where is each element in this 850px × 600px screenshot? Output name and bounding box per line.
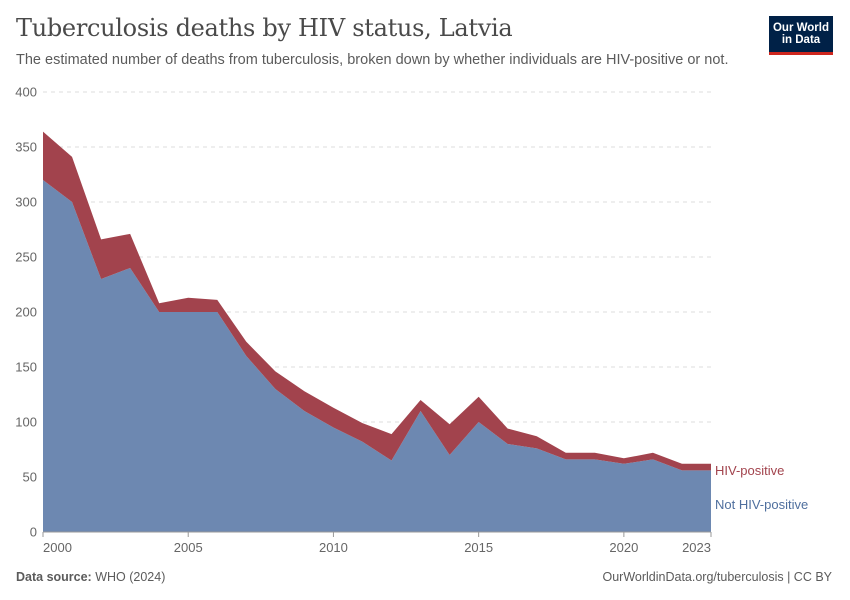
footer-link[interactable]: OurWorldinData.org/tuberculosis | CC BY [602,570,833,584]
y-tick-label: 250 [15,250,37,265]
data-source-value: WHO (2024) [95,570,166,584]
data-source: Data source: WHO (2024) [16,570,165,584]
logo-line-1: Our World [772,21,829,34]
area-series [43,131,711,532]
chart-subtitle: The estimated number of deaths from tube… [16,52,729,68]
chart-title: Tuberculosis deaths by HIV status, Latvi… [16,14,513,42]
data-source-label: Data source: [16,570,92,584]
y-tick-label: 150 [15,360,37,375]
y-axis-ticks: 0 50 100 150 200 250 300 350 400 [15,85,37,540]
y-tick-label: 400 [15,85,37,100]
y-tick-label: 300 [15,195,37,210]
y-tick-label: 350 [15,140,37,155]
area-hiv-positive[interactable] [43,131,711,471]
x-tick-label: 2015 [464,540,493,555]
stacked-area-chart: 0 50 100 150 200 250 300 350 400 2000 2005 2010 201… [15,85,808,556]
logo-line-2: in Data [781,34,821,46]
x-tick-label: 2023 [682,540,711,555]
owid-logo[interactable]: Our World in Data [769,16,833,55]
y-tick-label: 200 [15,305,37,320]
series-labels: HIV-positive Not HIV-positive [715,463,808,512]
y-tick-label: 100 [15,415,37,430]
y-tick-label: 0 [30,525,37,540]
area-not-hiv-positive[interactable] [43,180,711,532]
x-tick-label: 2020 [609,540,638,555]
y-tick-label: 50 [23,470,37,485]
x-tick-label: 2000 [43,540,72,555]
series-label-not-hiv-positive: Not HIV-positive [715,497,808,512]
x-tick-label: 2005 [174,540,203,555]
x-tick-label: 2010 [319,540,348,555]
series-label-hiv-positive: HIV-positive [715,463,784,478]
x-axis: 2000 2005 2010 2015 2020 2023 [42,531,712,555]
